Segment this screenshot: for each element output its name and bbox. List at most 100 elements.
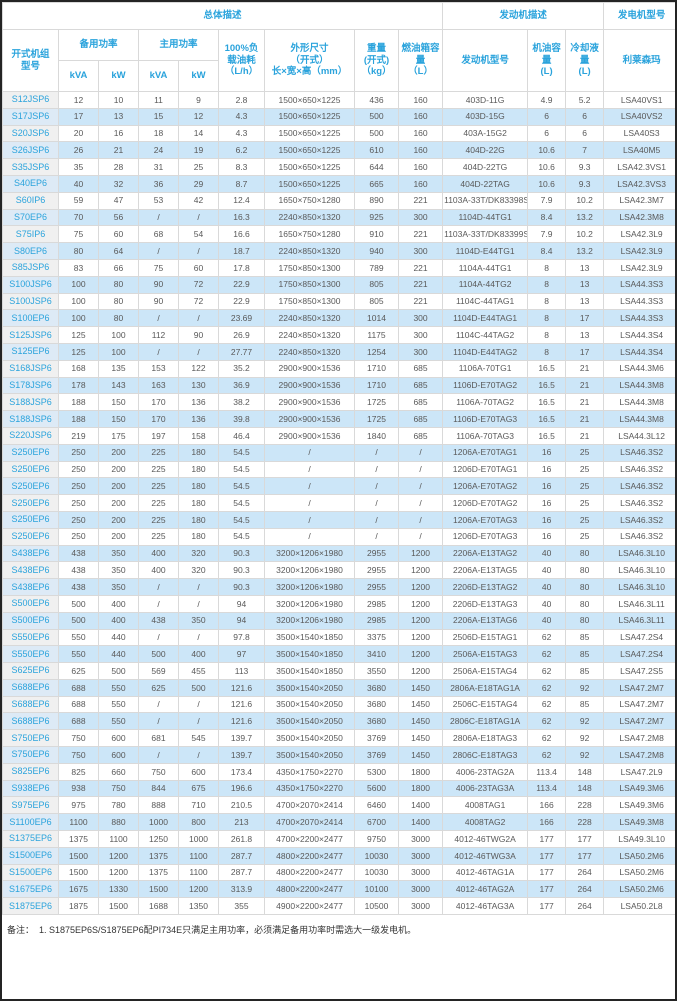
cell-model[interactable]: S438EP6 — [2, 578, 59, 596]
cell-weight: 3680 — [354, 695, 399, 714]
cell-model[interactable]: S125JSP6 — [2, 326, 59, 344]
cell-model[interactable]: S100JSP6 — [2, 292, 59, 311]
cell-model[interactable]: S188JSP6 — [2, 393, 59, 412]
cell-prime-kva: 225 — [138, 477, 179, 496]
cell-model[interactable]: S220JSP6 — [2, 426, 59, 445]
cell-prime-kva: 1000 — [138, 813, 179, 832]
cell-standby-kw: 1200 — [98, 863, 139, 882]
cell-standby-kw: 100 — [98, 342, 139, 361]
cell-dimensions: 3200×1206×1980 — [264, 594, 355, 613]
cell-model[interactable]: S688EP6 — [2, 695, 59, 714]
cell-prime-kva: 36 — [138, 174, 179, 193]
cell-coolant-capacity: 228 — [565, 813, 605, 832]
cell-engine-model: 2206A-E13TAG5 — [442, 561, 529, 580]
table-row: S1500EP6 1500 1200 1375 1100 287.7 4800×2200×2… — [2, 863, 675, 882]
cell-dimensions: 2900×900×1536 — [264, 426, 355, 445]
cell-model[interactable]: S125EP6 — [2, 342, 59, 361]
cell-standby-kva: 688 — [58, 695, 99, 714]
cell-model[interactable]: S550EP6 — [2, 628, 59, 647]
cell-fuel-tank: 160 — [397, 124, 444, 143]
cell-model[interactable]: S250EP6 — [2, 477, 59, 496]
cell-fuel-consumption: 94 — [218, 594, 265, 613]
cell-model[interactable]: S750EP6 — [2, 746, 59, 764]
cell-model[interactable]: S1500EP6 — [2, 846, 59, 865]
cell-engine-model: 1104A-44TG1 — [442, 258, 529, 277]
cell-prime-kw: 600 — [178, 762, 219, 781]
cell-model[interactable]: S75IP6 — [2, 225, 59, 244]
cell-prime-kw: 29 — [178, 174, 219, 193]
cell-model[interactable]: S438EP6 — [2, 544, 59, 563]
cell-model[interactable]: S438EP6 — [2, 561, 59, 580]
cell-model[interactable]: S250EP6 — [2, 443, 59, 462]
cell-model[interactable]: S168JSP6 — [2, 359, 59, 378]
cell-model[interactable]: S250EP6 — [2, 527, 59, 546]
cell-model[interactable]: S1375EP6 — [2, 830, 59, 848]
table-row: S17JSP6 17 13 15 12 4.3 1500×650×1225 500 160 403… — [2, 107, 675, 126]
cell-model[interactable]: S188JSP6 — [2, 410, 59, 428]
cell-weight: / — [354, 460, 399, 479]
cell-model[interactable]: S100JSP6 — [2, 275, 59, 294]
cell-engine-model: 1106D-E70TAG3 — [442, 410, 529, 428]
cell-model[interactable]: S500EP6 — [2, 611, 59, 630]
cell-dimensions: 3500×1540×2050 — [264, 746, 355, 764]
cell-alternator-model: LSA47.2L9 — [603, 762, 675, 781]
cell-prime-kw: / — [178, 594, 219, 613]
cell-model[interactable]: S250EP6 — [2, 460, 59, 479]
table-row: S975EP6 975 780 888 710 210.5 4700×2070×2414 64… — [2, 796, 675, 815]
cell-model[interactable]: S688EP6 — [2, 712, 59, 731]
cell-standby-kva: 550 — [58, 645, 99, 664]
cell-weight: 3769 — [354, 729, 399, 748]
cell-oil-capacity: 177 — [527, 830, 567, 848]
cell-model[interactable]: S750EP6 — [2, 729, 59, 748]
cell-model[interactable]: S1500EP6 — [2, 863, 59, 882]
table-row: S625EP6 625 500 569 455 113 3500×1540×1850 3550… — [2, 662, 675, 680]
table-row: S1100EP6 1100 880 1000 800 213 4700×2070×2414 6… — [2, 813, 675, 832]
header-dimensions: 外形尺寸 （开式） 长×宽×高（mm） — [264, 29, 355, 92]
cell-model[interactable]: S100EP6 — [2, 309, 59, 328]
cell-standby-kva: 1375 — [58, 830, 99, 848]
cell-model[interactable]: S35JSP6 — [2, 158, 59, 176]
cell-fuel-tank: / — [397, 460, 444, 479]
table-row: S250EP6 250 200 225 180 54.5///1206A-E70TAG2 1… — [2, 477, 675, 496]
cell-fuel-consumption: 22.9 — [218, 275, 265, 294]
cell-engine-model: 1206A-E70TAG1 — [442, 443, 529, 462]
cell-model[interactable]: S17JSP6 — [2, 107, 59, 126]
cell-model[interactable]: S80EP6 — [2, 242, 59, 260]
cell-model[interactable]: S12JSP6 — [2, 91, 59, 109]
cell-prime-kva: 53 — [138, 191, 179, 210]
cell-prime-kva: / — [138, 695, 179, 714]
cell-model[interactable]: S550EP6 — [2, 645, 59, 664]
cell-alternator-model: LSA42.3L9 — [603, 242, 675, 260]
cell-model[interactable]: S70EP6 — [2, 208, 59, 227]
cell-alternator-model: LSA49.3M6 — [603, 779, 675, 798]
cell-model[interactable]: S250EP6 — [2, 494, 59, 512]
cell-model[interactable]: S85JSP6 — [2, 258, 59, 277]
cell-model[interactable]: S1675EP6 — [2, 880, 59, 899]
cell-model[interactable]: S178JSP6 — [2, 376, 59, 395]
cell-model[interactable]: S688EP6 — [2, 678, 59, 697]
cell-engine-model: 1104D-44TG1 — [442, 208, 529, 227]
cell-model[interactable]: S250EP6 — [2, 510, 59, 529]
cell-model[interactable]: S1100EP6 — [2, 813, 59, 832]
cell-standby-kva: 20 — [58, 124, 99, 143]
cell-model[interactable]: S500EP6 — [2, 594, 59, 613]
cell-dimensions: 2900×900×1536 — [264, 410, 355, 428]
cell-model[interactable]: S20JSP6 — [2, 124, 59, 143]
cell-model[interactable]: S975EP6 — [2, 796, 59, 815]
cell-weight: 1014 — [354, 309, 399, 328]
cell-alternator-model: LSA46.3S2 — [603, 460, 675, 479]
header-engine-model: 发动机型号 — [442, 29, 529, 92]
cell-model[interactable]: S938EP6 — [2, 779, 59, 798]
cell-model[interactable]: S825EP6 — [2, 762, 59, 781]
table-row: S70EP6 70 56//16.3 2240×850×1320 925 300 1104D… — [2, 208, 675, 227]
cell-model[interactable]: S1875EP6 — [2, 897, 59, 916]
cell-alternator-model: LSA42.3M7 — [603, 191, 675, 210]
cell-fuel-consumption: 8.7 — [218, 174, 265, 193]
cell-model[interactable]: S40EP6 — [2, 174, 59, 193]
cell-weight: 1725 — [354, 410, 399, 428]
cell-coolant-capacity: 6 — [565, 107, 605, 126]
cell-weight: 2955 — [354, 578, 399, 596]
cell-model[interactable]: S60IP6 — [2, 191, 59, 210]
cell-model[interactable]: S625EP6 — [2, 662, 59, 680]
cell-model[interactable]: S26JSP6 — [2, 141, 59, 160]
